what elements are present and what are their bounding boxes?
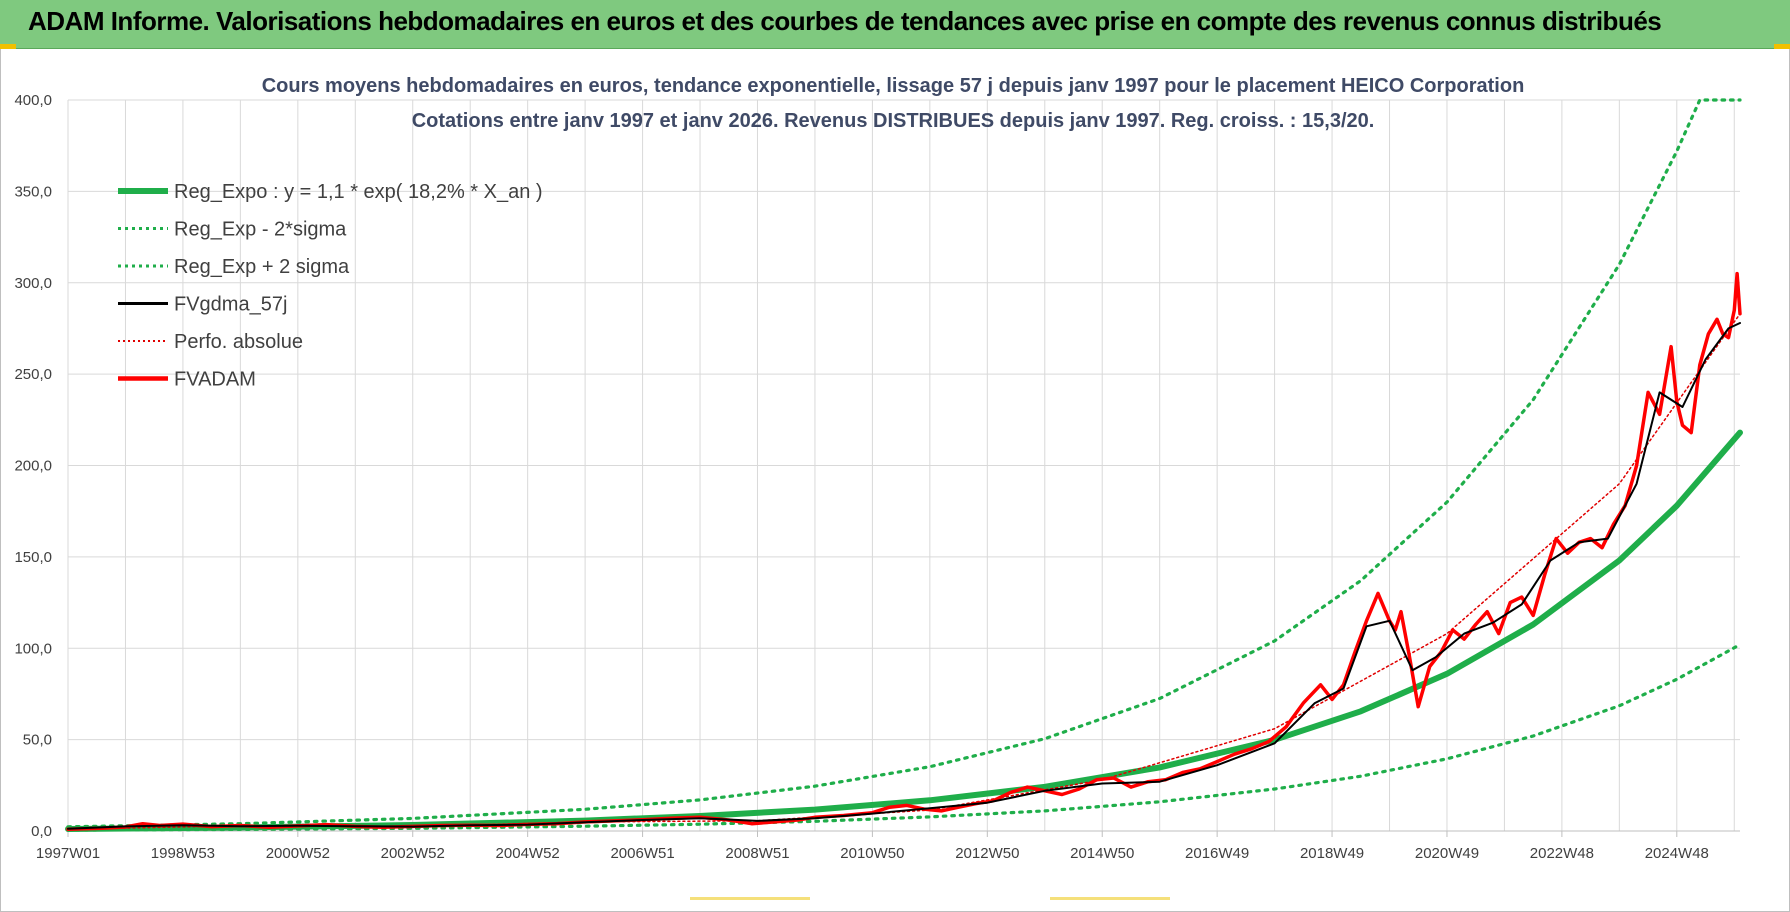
legend-label-sigma_low: Reg_Exp - 2*sigma [174, 219, 347, 241]
x-axis: 1997W01 1998W53 2000W52 2002W52 2004W52 2006W… [36, 830, 1740, 862]
x-tick-label: 2010W50 [840, 845, 904, 862]
x-tick-label: 2020W49 [1415, 845, 1479, 862]
banner-title: ADAM Informe. Valorisations hebdomadaire… [28, 6, 1662, 36]
y-tick-label: 50,0 [23, 732, 52, 749]
y-tick-label: 250,0 [14, 366, 52, 383]
grid [67, 99, 1740, 832]
banner: ADAM Informe. Valorisations hebdomadaire… [0, 0, 1790, 49]
line-chart: Cours moyens hebdomadaires en euros, ten… [14, 75, 1743, 862]
legend-label-perfo: Perfo. absolue [174, 331, 303, 353]
series-line-fvgdma-57j [67, 322, 1741, 830]
legend: Reg_Expo : y = 1,1 * exp( 18,2% * X_an )… [118, 181, 543, 391]
chart-title-line-1: Cours moyens hebdomadaires en euros, ten… [262, 75, 1525, 97]
chart-title-line-2: Cotations entre janv 1997 et janv 2026. … [412, 110, 1375, 132]
x-tick-label: 2022W48 [1530, 845, 1594, 862]
y-tick-label: 100,0 [14, 640, 52, 657]
y-tick-label: 400,0 [14, 92, 52, 109]
x-tick-label: 2014W50 [1070, 845, 1134, 862]
y-axis: 0,0 50,0 100,0 150,0 200,0 250,0 300,0 350,0 400… [14, 92, 52, 840]
y-tick-label: 300,0 [14, 275, 52, 292]
y-tick-label: 200,0 [14, 458, 52, 475]
x-tick-label: 2016W49 [1185, 845, 1249, 862]
x-tick-label: 1997W01 [36, 845, 100, 862]
x-tick-label: 2012W50 [955, 845, 1019, 862]
series-line-fvadam [66, 271, 1742, 831]
x-tick-label: 2000W52 [266, 845, 330, 862]
y-tick-label: 0,0 [31, 823, 52, 840]
x-tick-label: 2006W51 [610, 845, 674, 862]
x-tick-label: 2004W52 [496, 845, 560, 862]
series-line-reg-expo [65, 429, 1743, 832]
bottom-marker [1050, 897, 1170, 900]
x-tick-label: 1998W53 [151, 845, 215, 862]
x-tick-label: 2018W49 [1300, 845, 1364, 862]
legend-label-reg_expo: Reg_Expo : y = 1,1 * exp( 18,2% * X_an ) [174, 181, 543, 203]
series-line-reg-exp-plus-2-sigma [66, 98, 1742, 829]
bottom-marker [690, 897, 810, 900]
legend-label-fvadam: FVADAM [174, 369, 256, 391]
y-tick-label: 150,0 [14, 549, 52, 566]
corner-marker-right [1774, 44, 1790, 49]
legend-label-fvgdma: FVgdma_57j [174, 294, 287, 316]
y-tick-label: 350,0 [14, 183, 52, 200]
x-tick-label: 2024W48 [1645, 845, 1709, 862]
corner-marker-left [0, 44, 16, 49]
series-group [65, 98, 1743, 832]
series-line-perfo-absolue [67, 313, 1741, 830]
x-tick-label: 2002W52 [381, 845, 445, 862]
x-tick-label: 2008W51 [725, 845, 789, 862]
legend-label-sigma_high: Reg_Exp + 2 sigma [174, 256, 350, 278]
